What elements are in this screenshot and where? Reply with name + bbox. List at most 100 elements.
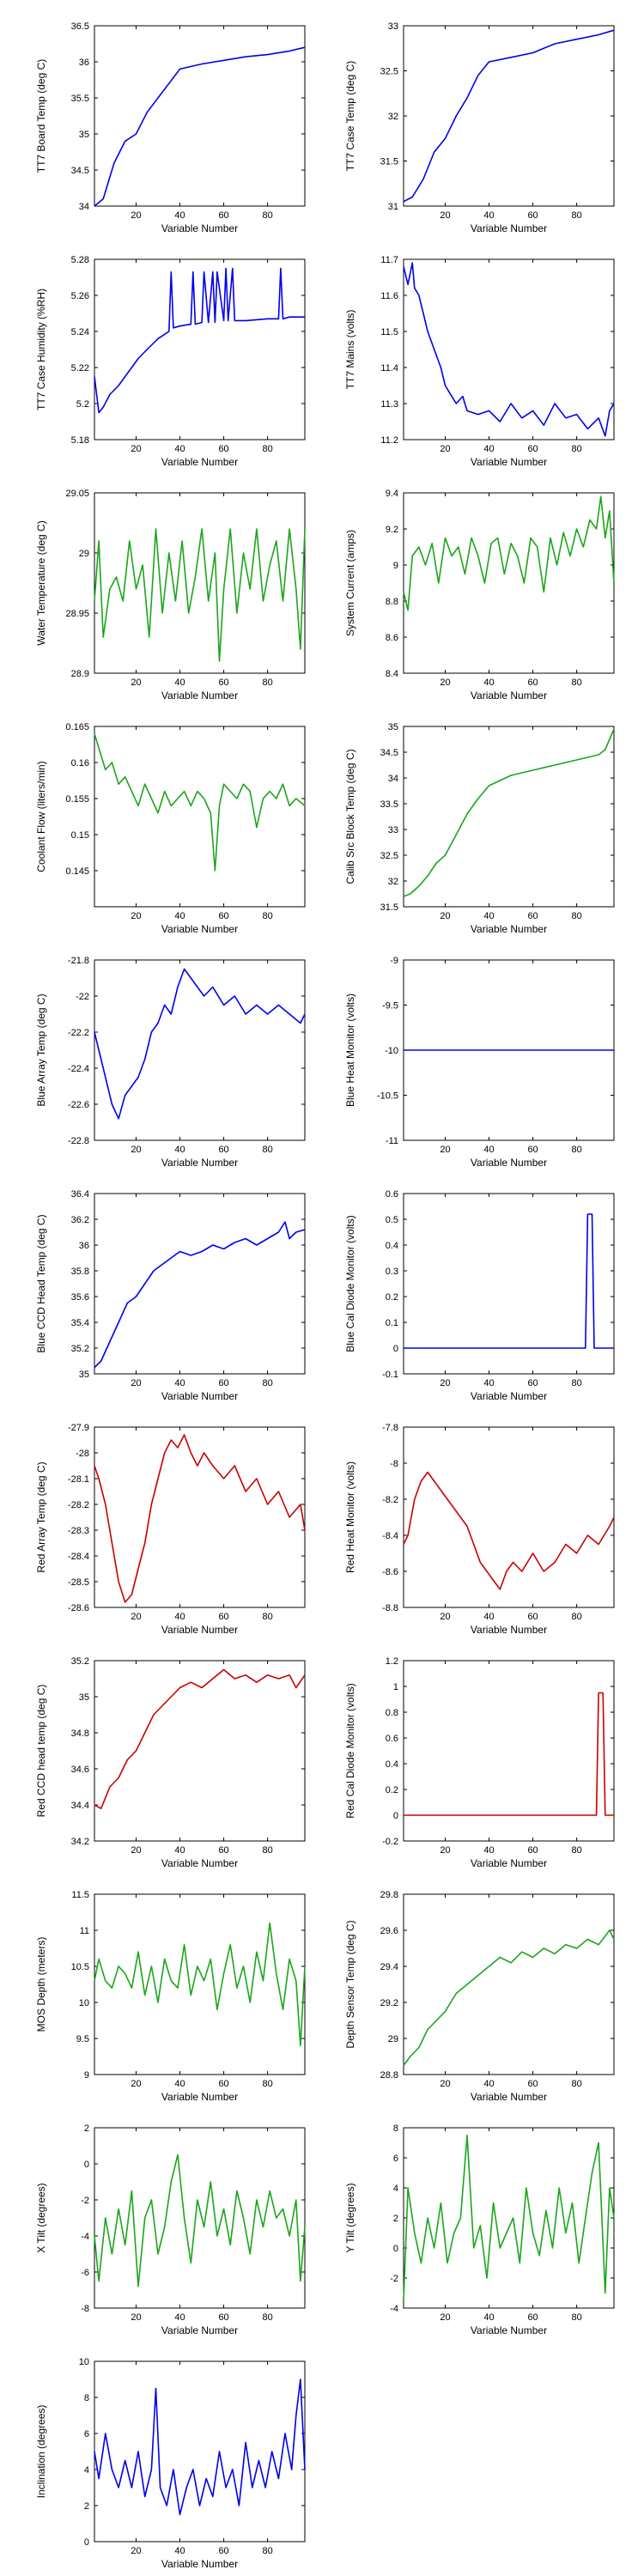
x-axis-label: Variable Number [161, 222, 238, 234]
y-tick-label: -21.8 [68, 956, 89, 966]
y-tick-label: 0.5 [386, 1215, 398, 1225]
y-tick-label: -28.5 [68, 1577, 89, 1588]
y-tick-label: 34.5 [380, 748, 398, 758]
x-tick-label: 80 [262, 2312, 272, 2323]
chart-11: 20 40 60 80 35 35.2 35.4 35.6 35.8 36 36.2 36.4 Vari… [35, 1189, 306, 1402]
x-tick-label: 20 [131, 1612, 141, 1622]
y-tick-label: 5.18 [71, 435, 89, 446]
x-axis-label: Variable Number [161, 1390, 238, 1402]
series-line [403, 1471, 615, 1590]
x-axis-label: Variable Number [161, 1857, 238, 1869]
x-tick-label: 40 [483, 677, 494, 688]
y-tick-label: 34 [79, 202, 89, 212]
axes-frame [94, 492, 306, 674]
y-tick-label: -22.2 [68, 1028, 89, 1038]
y-tick-label: 0 [393, 2244, 398, 2254]
y-tick-label: -28.2 [68, 1500, 89, 1510]
y-axis-label: TT7 Board Temp (deg C) [35, 59, 47, 173]
y-tick-label: 9 [393, 561, 398, 571]
y-tick-label: 1.2 [386, 1656, 398, 1667]
chart-14: 20 40 60 80 -8.8 -8.6 -8.4 -8.2 -8 -7.8 Variable N… [344, 1423, 615, 1636]
y-tick-label: 0 [393, 1344, 398, 1354]
x-tick-label: 80 [571, 1612, 581, 1622]
x-tick-label: 20 [440, 911, 450, 921]
y-tick-label: -22.4 [68, 1064, 89, 1074]
axes-frame [94, 25, 306, 207]
y-axis-label: Blue Heat Monitor (volts) [344, 993, 356, 1107]
y-tick-label: 10.5 [71, 1962, 89, 1972]
y-tick-label: -7.8 [382, 1423, 398, 1433]
y-tick-label: -6 [81, 2268, 89, 2278]
y-tick-label: 0.16 [71, 758, 89, 769]
x-tick-label: 20 [440, 1612, 450, 1622]
y-tick-label: 11.3 [380, 399, 398, 410]
series-line [404, 1213, 614, 1349]
y-tick-label: 11.5 [71, 1890, 89, 1900]
x-tick-label: 60 [527, 1612, 538, 1622]
y-tick-label: 0.2 [386, 1785, 398, 1795]
x-tick-label: 40 [483, 1612, 494, 1622]
series-line [403, 29, 615, 203]
x-axis-label: Variable Number [161, 2091, 238, 2103]
x-axis-label: Variable Number [161, 690, 238, 702]
x-tick-label: 60 [218, 677, 228, 688]
y-tick-label: 34.6 [71, 1765, 89, 1775]
y-axis-label: Blue Cal Diode Monitor (volts) [344, 1215, 356, 1352]
x-tick-label: 40 [174, 1612, 185, 1622]
axes-frame [94, 2360, 306, 2543]
y-tick-label: 0.145 [65, 866, 89, 877]
y-tick-label: 36 [79, 1241, 89, 1251]
y-tick-label: 36.2 [71, 1215, 89, 1225]
y-tick-label: 35.6 [71, 1292, 89, 1303]
y-tick-label: 5.24 [71, 327, 89, 337]
chart-1: 20 40 60 80 34 34.5 35 35.5 36 36.5 Variable Numbe… [35, 21, 306, 234]
axes-frame [94, 1426, 306, 1608]
x-tick-label: 80 [571, 677, 581, 688]
axes-frame [94, 1893, 306, 2075]
x-axis-label: Variable Number [471, 1624, 547, 1636]
x-tick-label: 20 [131, 911, 141, 921]
y-axis-label: Red Cal Diode Monitor (volts) [344, 1683, 356, 1818]
y-tick-label: 11 [80, 1926, 89, 1936]
x-tick-label: 60 [527, 2312, 538, 2323]
y-tick-label: 35.2 [71, 1656, 89, 1667]
y-tick-label: 8 [84, 2393, 89, 2403]
y-tick-label: 34.2 [71, 1837, 89, 1847]
y-tick-label: 2 [84, 2123, 89, 2134]
chart-17: 20 40 60 80 9 9.5 10 10.5 11 11.5 Variable Number M… [35, 1890, 306, 2103]
x-tick-label: 60 [218, 1612, 228, 1622]
axes-frame [403, 1426, 615, 1608]
x-tick-label: 60 [218, 2079, 228, 2089]
x-tick-label: 20 [131, 1378, 141, 1388]
x-tick-label: 40 [483, 911, 494, 921]
axes-frame [94, 2127, 306, 2309]
y-axis-label: TT7 Mains (volts) [344, 310, 356, 390]
y-tick-label: -28 [76, 1449, 89, 1459]
y-tick-label: -4 [390, 2304, 398, 2314]
y-tick-label: 33 [388, 21, 398, 32]
axes-frame [403, 1660, 615, 1842]
x-tick-label: 40 [174, 1145, 185, 1155]
x-tick-label: 40 [483, 2312, 494, 2323]
x-tick-label: 60 [527, 1845, 538, 1856]
y-tick-label: 11.7 [380, 255, 398, 265]
axes-frame [403, 492, 615, 674]
y-tick-label: 0.8 [386, 1708, 398, 1718]
chart-15: 20 40 60 80 34.2 34.4 34.6 34.8 35 35.2 Variable N… [35, 1656, 306, 1869]
series-line [94, 2379, 306, 2516]
y-tick-label: 34 [388, 774, 398, 784]
x-tick-label: 40 [174, 1378, 185, 1388]
y-tick-label: 8.8 [386, 597, 398, 607]
x-tick-label: 20 [131, 1845, 141, 1856]
y-axis-label: Red Heat Monitor (volts) [344, 1461, 356, 1573]
y-tick-label: 0.3 [386, 1267, 398, 1277]
x-axis-label: Variable Number [471, 1390, 547, 1402]
x-tick-label: 40 [483, 2079, 494, 2089]
x-axis-label: Variable Number [161, 2558, 238, 2570]
series-line [94, 1434, 306, 1603]
x-tick-label: 60 [527, 677, 538, 688]
y-tick-label: 0.2 [386, 1292, 398, 1303]
y-tick-label: -0.1 [382, 1370, 398, 1380]
y-tick-label: 35 [79, 1370, 89, 1380]
x-tick-label: 80 [571, 444, 581, 454]
